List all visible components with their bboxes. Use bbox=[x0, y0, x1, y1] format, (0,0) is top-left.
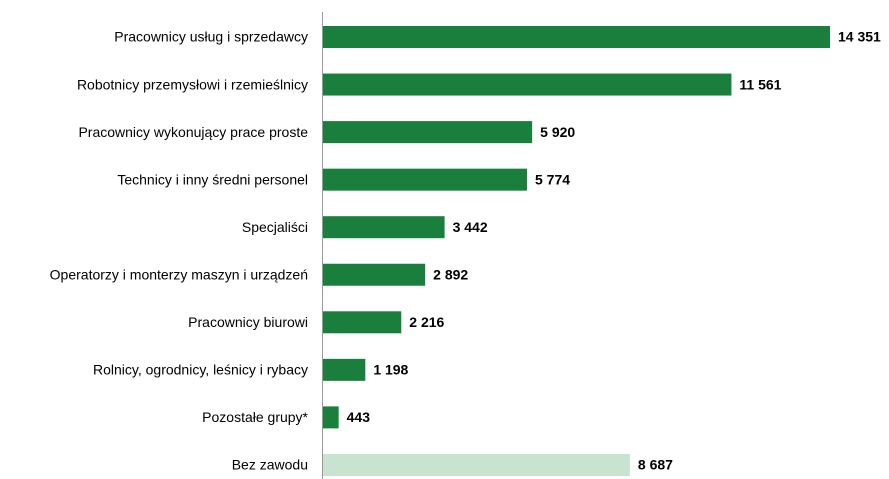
bar bbox=[323, 311, 402, 334]
category-label: Pracownicy usług i sprzedawcy bbox=[114, 29, 308, 45]
bar bbox=[323, 73, 732, 96]
category-label: Operatorzy i monterzy maszyn i urządzeń bbox=[50, 266, 308, 282]
bar bbox=[323, 406, 339, 429]
category-label: Robotnicy przemysłowi i rzemieślnicy bbox=[77, 76, 308, 92]
bar bbox=[323, 121, 533, 144]
value-label: 1 198 bbox=[373, 362, 408, 378]
bar bbox=[323, 358, 366, 381]
value-label: 2 216 bbox=[409, 314, 444, 330]
value-label: 2 892 bbox=[433, 266, 468, 282]
category-label: Rolnicy, ogrodnicy, leśnicy i rybacy bbox=[93, 362, 308, 378]
bar bbox=[323, 453, 630, 476]
value-label: 443 bbox=[347, 409, 371, 425]
value-label: 14 351 bbox=[838, 29, 881, 45]
category-label: Specjaliści bbox=[242, 219, 308, 235]
bar bbox=[323, 168, 527, 191]
category-label: Pracownicy biurowi bbox=[188, 314, 308, 330]
bar bbox=[323, 216, 445, 239]
bar bbox=[323, 26, 830, 48]
category-label: Technicy i inny średni personel bbox=[117, 171, 308, 187]
category-label: Pracownicy wykonujący prace proste bbox=[78, 124, 308, 140]
value-label: 3 442 bbox=[453, 219, 488, 235]
bar bbox=[323, 263, 426, 286]
value-label: 5 920 bbox=[540, 124, 575, 140]
category-label: Bez zawodu bbox=[232, 457, 308, 473]
value-label: 8 687 bbox=[638, 457, 673, 473]
value-label: 5 774 bbox=[535, 171, 570, 187]
category-label: Pozostałe grupy* bbox=[202, 409, 308, 425]
value-label: 11 561 bbox=[739, 76, 781, 92]
